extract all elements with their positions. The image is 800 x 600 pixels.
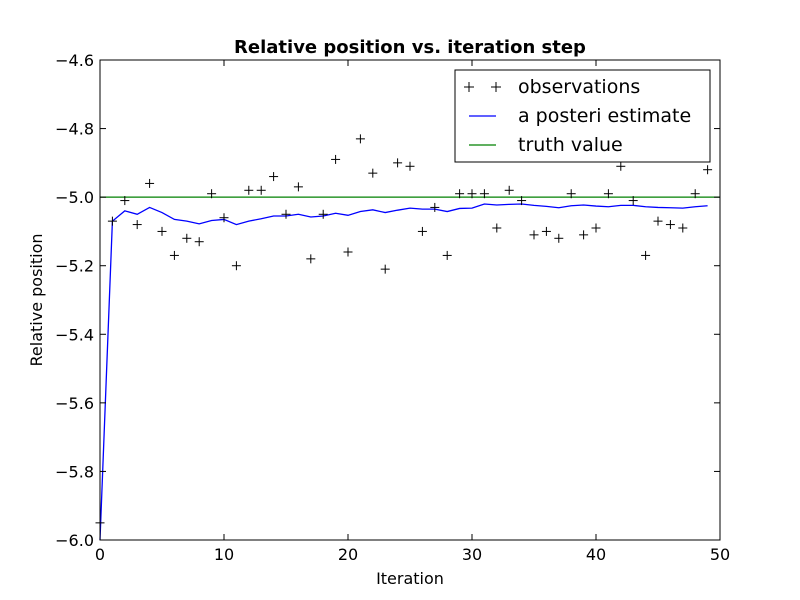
- x-tick-label: 40: [586, 545, 606, 564]
- plot-area: [95, 134, 720, 541]
- legend-entry-observations: observations: [464, 76, 640, 98]
- x-tick-label: 30: [462, 545, 482, 564]
- observation-point: [603, 189, 613, 199]
- legend-label-observations: observations: [518, 76, 640, 98]
- observation-point: [554, 233, 564, 243]
- y-tick-label: −4.6: [55, 51, 94, 70]
- observation-point: [207, 189, 217, 199]
- y-axis-label: Relative position: [27, 234, 46, 367]
- observation-point: [665, 220, 675, 230]
- observation-point: [417, 226, 427, 236]
- observation-point: [380, 264, 390, 274]
- x-tick-label: 10: [214, 545, 234, 564]
- observation-point: [293, 182, 303, 192]
- observation-point: [467, 189, 477, 199]
- observation-point: [566, 189, 576, 199]
- observation-point: [492, 223, 502, 233]
- chart-title: Relative position vs. iteration step: [234, 37, 586, 58]
- legend-label-estimate: a posteri estimate: [518, 105, 691, 127]
- legend-label-truth: truth value: [518, 134, 623, 156]
- plot-frame: [99, 59, 721, 541]
- observation-point: [157, 226, 167, 236]
- observation-point: [517, 196, 527, 206]
- observation-point: [306, 254, 316, 264]
- y-axis: −6.0 −5.8 −5.6 −5.4 −5.2 −5.0 −4.8 −4.6: [55, 51, 720, 550]
- observation-point: [405, 161, 415, 171]
- observation-point: [120, 196, 130, 206]
- legend: observations a posteri estimate truth va…: [454, 69, 711, 163]
- observation-point: [653, 216, 663, 226]
- observation-point: [194, 237, 204, 247]
- y-tick-label: −4.8: [55, 120, 94, 139]
- observation-point: [591, 223, 601, 233]
- observation-point: [579, 230, 589, 240]
- observation-point: [616, 161, 626, 171]
- observation-point: [343, 247, 353, 257]
- observation-point: [281, 209, 291, 219]
- observation-point: [368, 168, 378, 178]
- observation-point: [393, 158, 403, 168]
- x-tick-label: 20: [338, 545, 358, 564]
- observation-point: [169, 250, 179, 260]
- x-axis: 0 10 20 30 40 50: [95, 60, 730, 564]
- observation-point: [331, 154, 341, 164]
- y-tick-label: −5.4: [55, 325, 94, 344]
- x-tick-label: 0: [95, 545, 105, 564]
- observation-point: [504, 185, 514, 195]
- observation-point: [628, 196, 638, 206]
- y-tick-label: −5.0: [55, 188, 94, 207]
- observation-point: [541, 226, 551, 236]
- observation-point: [256, 185, 266, 195]
- observation-point: [529, 230, 539, 240]
- legend-entry-estimate: a posteri estimate: [469, 105, 691, 127]
- y-tick-label: −5.8: [55, 462, 94, 481]
- observation-point: [269, 172, 279, 182]
- observation-point: [690, 189, 700, 199]
- observation-point: [244, 185, 254, 195]
- y-tick-label: −6.0: [55, 531, 94, 550]
- observation-point: [678, 223, 688, 233]
- observation-point: [430, 202, 440, 212]
- observation-point: [479, 189, 489, 199]
- observation-point: [132, 220, 142, 230]
- observation-point: [641, 250, 651, 260]
- legend-entry-truth: truth value: [469, 134, 623, 156]
- observation-point: [182, 233, 192, 243]
- observation-point: [318, 209, 328, 219]
- observation-point: [455, 189, 465, 199]
- x-tick-label: 50: [710, 545, 730, 564]
- legend-box: [454, 69, 711, 163]
- x-axis-label: Iteration: [376, 569, 444, 588]
- observation-point: [442, 250, 452, 260]
- observation-point: [145, 178, 155, 188]
- observation-point: [703, 165, 713, 175]
- y-tick-label: −5.6: [55, 394, 94, 413]
- observation-point: [355, 134, 365, 144]
- y-tick-label: −5.2: [55, 257, 94, 276]
- series-line-estimate: [99, 203, 708, 541]
- observation-point: [219, 213, 229, 223]
- observation-point: [231, 261, 241, 271]
- observation-point: [107, 216, 117, 226]
